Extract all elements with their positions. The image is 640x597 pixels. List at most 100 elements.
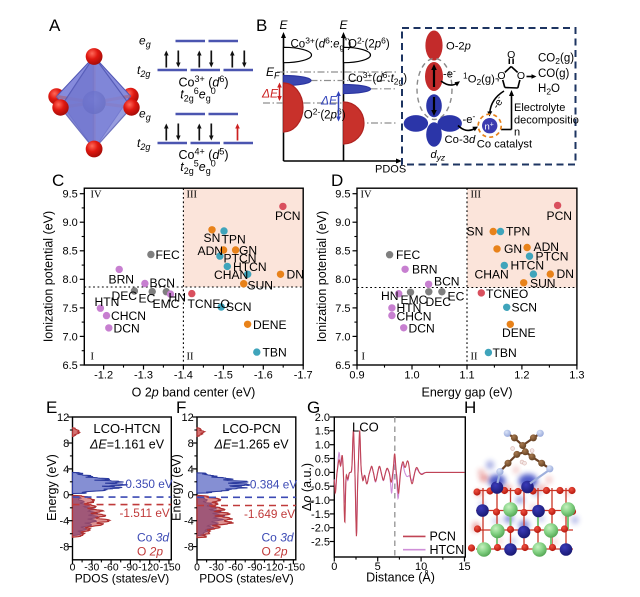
svg-text:TCNEO: TCNEO [188,297,230,311]
svg-text:PDOS (states/eV): PDOS (states/eV) [199,572,294,586]
svg-text:DN: DN [287,268,304,282]
svg-text:EC: EC [448,290,465,304]
svg-text:7.5: 7.5 [335,303,350,315]
svg-text:ΔE=1.265 eV: ΔE=1.265 eV [213,438,289,452]
svg-text:Δρ (a.u.): Δρ (a.u.) [300,463,314,511]
svg-text:Energy (eV): Energy (eV) [170,454,184,521]
svg-text:DENE: DENE [502,326,536,340]
svg-text:G: G [307,398,320,417]
svg-text:Co4+ (d5): Co4+ (d5) [178,147,228,163]
svg-text:Co3+ (d6): Co3+ (d6) [178,74,228,90]
svg-text:-1.5: -1.5 [214,370,233,382]
svg-text:I: I [91,352,95,363]
svg-text:0: 0 [63,490,69,502]
svg-text:DEC: DEC [112,289,138,303]
svg-text:6.5: 6.5 [335,360,350,372]
svg-text:DEC: DEC [426,295,452,309]
svg-text:8.0: 8.0 [63,274,78,286]
svg-text:EMC: EMC [153,297,180,311]
svg-text:O: O [497,70,505,82]
svg-text:-1.649 eV: -1.649 eV [244,507,295,521]
svg-text:-150: -150 [284,563,305,574]
svg-text:H: H [464,398,476,417]
svg-text:Energy (eV): Energy (eV) [45,454,59,521]
svg-text:0.0: 0.0 [315,467,330,479]
svg-text:1.5: 1.5 [315,426,330,438]
svg-text:9.5: 9.5 [63,189,78,201]
svg-text:eg: eg [139,34,151,50]
svg-text:DCN: DCN [114,322,140,336]
svg-text:ADN: ADN [198,244,224,258]
svg-text:GN: GN [239,244,257,258]
svg-text:8: 8 [188,438,194,450]
svg-text:HN: HN [381,289,398,303]
svg-text:1.3: 1.3 [569,370,584,382]
svg-text:O 2p: O 2p [262,545,288,559]
svg-text:CO2(g): CO2(g) [538,53,574,67]
svg-text:10: 10 [415,561,427,573]
svg-text:III: III [187,190,198,201]
svg-text:CHCN: CHCN [397,310,432,324]
svg-text:0: 0 [194,563,200,574]
svg-text:-90: -90 [123,563,138,574]
svg-text:E: E [279,18,288,32]
svg-text:9.5: 9.5 [335,189,350,201]
svg-text:E: E [46,398,57,417]
svg-text:8.5: 8.5 [335,246,350,258]
svg-text:4: 4 [63,464,69,476]
svg-text:-0.5: -0.5 [311,481,330,493]
svg-text:-1.511 eV: -1.511 eV [120,506,170,520]
svg-text:DCN: DCN [409,322,435,336]
svg-text:HTN: HTN [397,301,422,315]
svg-text:PCN: PCN [275,209,301,223]
svg-text:III: III [471,190,482,201]
svg-text:1.0: 1.0 [315,440,330,452]
svg-text:A: A [49,16,61,35]
svg-text:O 2p: O 2p [137,545,163,559]
svg-text:LCO-PCN: LCO-PCN [222,421,281,436]
svg-text:8: 8 [63,438,69,450]
svg-text:PCN: PCN [430,530,456,544]
svg-text:7.0: 7.0 [63,331,78,343]
svg-text:-1.0: -1.0 [311,495,330,507]
svg-text:-4: -4 [60,516,70,528]
svg-text:-e-: -e- [443,66,456,81]
svg-text:ΔE: ΔE [320,94,338,108]
svg-text:0: 0 [331,561,337,573]
svg-text:-2.5: -2.5 [311,536,330,548]
svg-text:O 2p band center (eV): O 2p band center (eV) [132,386,256,400]
svg-text:-8: -8 [184,542,194,554]
svg-text:-e-: -e- [463,111,476,126]
svg-text:EC: EC [139,292,156,306]
svg-text:BRN: BRN [412,263,438,277]
svg-text:PTCN: PTCN [224,252,257,266]
svg-text:0: 0 [188,490,194,502]
svg-text:12: 12 [57,412,69,424]
svg-text:HTCN: HTCN [430,543,465,557]
svg-text:Ionization potential (eV): Ionization potential (eV) [42,211,56,342]
svg-text:9.0: 9.0 [335,217,350,229]
svg-text:1.0: 1.0 [404,370,419,382]
svg-text:CHAN: CHAN [214,268,248,282]
svg-text:ADN: ADN [534,240,560,254]
svg-text:5: 5 [375,561,381,573]
svg-text:E: E [339,18,348,32]
svg-text:CHAN: CHAN [475,268,509,282]
svg-text:CHCN: CHCN [111,309,146,323]
svg-text:-8: -8 [60,542,70,554]
svg-text:8.5: 8.5 [63,246,78,258]
svg-text:SN: SN [467,225,484,239]
svg-text:TBN: TBN [263,346,287,360]
svg-text:-60: -60 [228,563,243,574]
svg-text:Co 3d: Co 3d [137,531,169,545]
svg-text:0: 0 [70,563,76,574]
svg-text:0.9: 0.9 [349,370,364,382]
svg-text:SCN: SCN [512,301,538,315]
svg-text:FEC: FEC [396,248,420,262]
svg-text:PDOS: PDOS [375,164,406,176]
svg-text:12: 12 [182,412,194,424]
svg-text:IV: IV [361,190,372,201]
svg-text:-4: -4 [184,516,194,528]
svg-text:HN: HN [169,291,186,305]
svg-text:EMC: EMC [401,293,428,307]
